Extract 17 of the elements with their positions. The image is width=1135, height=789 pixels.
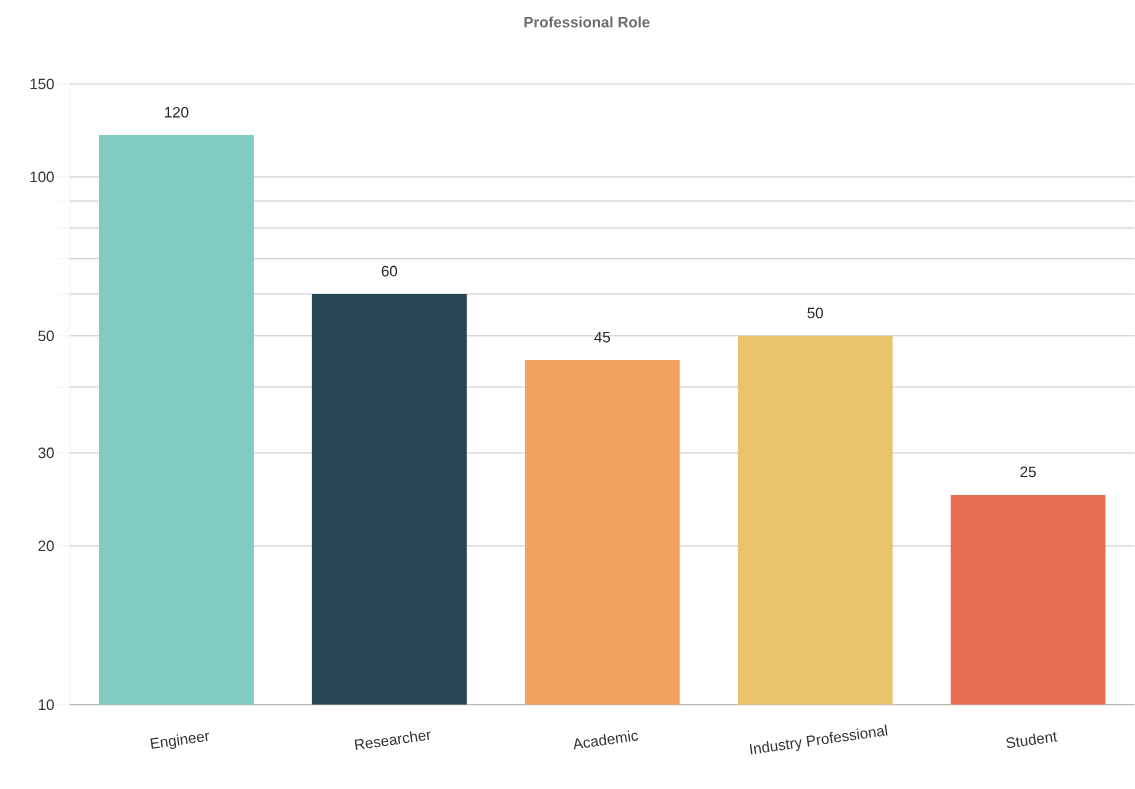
x-tick-label: Industry Professional xyxy=(749,724,888,755)
y-tick-label: 20 xyxy=(38,540,54,552)
data-label: 25 xyxy=(1020,466,1036,478)
y-tick-label: 100 xyxy=(30,171,54,183)
data-label: 45 xyxy=(594,332,610,343)
data-label: 60 xyxy=(381,266,398,277)
chart-title: Professional Role xyxy=(524,16,650,28)
x-tick-label: Engineer xyxy=(150,732,209,750)
x-tick-label: Academic xyxy=(573,730,639,750)
x-tick-label: Researcher xyxy=(354,731,431,751)
y-tick-label: 150 xyxy=(30,78,54,90)
y-tick-label: 50 xyxy=(38,330,54,342)
data-label: 120 xyxy=(165,107,189,118)
data-label: 50 xyxy=(807,307,823,319)
y-tick-label: 10 xyxy=(38,699,54,711)
x-tick-label: Student xyxy=(1006,732,1058,749)
y-tick-label: 30 xyxy=(38,447,54,459)
